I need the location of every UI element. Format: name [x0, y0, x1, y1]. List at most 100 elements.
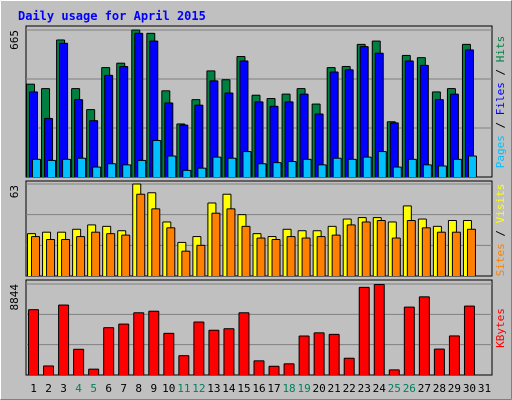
- bar-files-day-7: [119, 66, 128, 177]
- bar-files-day-20: [315, 114, 324, 177]
- day-label-30: 30: [463, 382, 476, 395]
- bar-pages-day-27: [423, 164, 432, 177]
- bar-files-day-6: [104, 75, 113, 177]
- bar-files-day-18: [285, 101, 294, 177]
- bar-pages-day-6: [107, 163, 116, 177]
- bar-pages-day-5: [92, 167, 101, 177]
- bar-kbytes-day-24: [374, 284, 385, 375]
- day-label-21: 21: [328, 382, 341, 395]
- bar-pages-day-24: [378, 151, 387, 177]
- legend-separator: /: [494, 115, 507, 135]
- bar-sites-day-19: [302, 238, 311, 276]
- day-label-5: 5: [90, 382, 97, 395]
- bar-files-day-19: [300, 94, 309, 177]
- legend-kbytes: KBytes: [494, 308, 507, 348]
- day-label-6: 6: [105, 382, 112, 395]
- bar-sites-day-16: [257, 238, 265, 276]
- bar-pages-day-20: [318, 164, 327, 177]
- bar-sites-day-9: [151, 208, 160, 276]
- bar-files-day-2: [44, 118, 53, 177]
- day-label-28: 28: [433, 382, 446, 395]
- day-label-24: 24: [373, 382, 387, 395]
- panel-visits-max-label: 63: [8, 185, 21, 198]
- bar-sites-day-18: [287, 236, 296, 276]
- bar-sites-day-30: [467, 229, 476, 276]
- bar-kbytes-day-8: [133, 312, 144, 375]
- day-label-2: 2: [45, 382, 52, 395]
- bar-pages-day-4: [77, 158, 86, 177]
- bar-files-day-21: [330, 72, 339, 177]
- bar-files-day-14: [224, 93, 233, 177]
- bar-kbytes-day-27: [419, 296, 430, 375]
- bar-files-day-23: [360, 46, 369, 177]
- day-label-31: 31: [478, 382, 491, 395]
- bar-files-day-3: [59, 43, 68, 178]
- bar-pages-day-19: [303, 159, 312, 177]
- bar-sites-day-10: [166, 227, 175, 276]
- bar-sites-day-1: [31, 236, 40, 276]
- bar-sites-day-20: [317, 236, 326, 276]
- bar-files-day-11: [179, 125, 188, 177]
- bar-sites-day-21: [332, 235, 341, 276]
- day-label-23: 23: [358, 382, 371, 395]
- bar-kbytes-day-17: [269, 366, 280, 375]
- bar-sites-day-15: [241, 226, 250, 276]
- bar-pages-day-14: [227, 158, 236, 177]
- bar-kbytes-day-23: [359, 287, 370, 375]
- bar-files-day-24: [375, 53, 384, 177]
- legend-visits: Visits: [494, 184, 507, 224]
- day-label-9: 9: [150, 382, 157, 395]
- day-label-26: 26: [403, 382, 416, 395]
- panel-kbytes: 8844: [8, 279, 493, 376]
- bar-sites-day-3: [61, 239, 70, 276]
- bar-sites-day-8: [136, 194, 145, 276]
- bar-files-day-30: [465, 49, 474, 177]
- bar-pages-day-17: [273, 162, 282, 177]
- bar-pages-day-18: [288, 161, 297, 177]
- bar-sites-day-6: [106, 233, 115, 276]
- bar-pages-day-23: [363, 157, 372, 177]
- bar-kbytes-day-18: [284, 363, 295, 375]
- bar-kbytes-day-7: [118, 324, 129, 375]
- bar-pages-day-1: [32, 159, 41, 177]
- bar-files-day-10: [164, 102, 173, 177]
- bar-kbytes-day-11: [178, 355, 189, 375]
- bar-pages-day-3: [62, 159, 71, 177]
- bar-files-day-17: [270, 106, 279, 177]
- bar-files-day-28: [435, 99, 444, 177]
- bar-pages-day-21: [333, 158, 342, 177]
- bar-kbytes-day-13: [208, 330, 219, 375]
- bar-sites-day-24: [377, 220, 386, 276]
- bar-files-day-5: [89, 120, 98, 177]
- day-label-12: 12: [192, 382, 205, 395]
- bar-pages-day-10: [167, 156, 176, 177]
- bar-kbytes-day-1: [28, 309, 39, 375]
- bar-kbytes-day-29: [449, 335, 460, 375]
- legend-separator: /: [494, 223, 507, 243]
- day-label-25: 25: [388, 382, 401, 395]
- bar-sites-day-29: [452, 232, 461, 276]
- bar-kbytes-day-4: [73, 349, 84, 375]
- panel-visits: 63: [8, 180, 493, 277]
- bar-pages-day-25: [393, 167, 402, 177]
- bar-pages-day-13: [212, 157, 221, 177]
- bar-files-day-15: [239, 60, 248, 177]
- panel-kbytes-max-label: 8844: [8, 284, 21, 311]
- bar-pages-day-8: [137, 160, 146, 177]
- legend-group-2: KBytes: [494, 308, 507, 348]
- day-label-4: 4: [75, 382, 82, 395]
- day-label-22: 22: [343, 382, 356, 395]
- bar-kbytes-day-5: [88, 369, 99, 375]
- bar-files-day-25: [390, 122, 399, 177]
- bar-sites-day-22: [347, 224, 356, 276]
- bar-files-day-13: [209, 80, 218, 177]
- panel-hits-max-label: 665: [8, 30, 21, 50]
- legend-group-0: Pages / Files / Hits: [494, 36, 507, 169]
- day-label-13: 13: [207, 382, 220, 395]
- bar-sites-day-14: [226, 208, 235, 276]
- panel-hits: 665: [8, 25, 493, 178]
- bar-sites-day-17: [272, 239, 281, 276]
- bar-pages-day-28: [438, 165, 447, 177]
- bar-kbytes-day-25: [389, 369, 400, 375]
